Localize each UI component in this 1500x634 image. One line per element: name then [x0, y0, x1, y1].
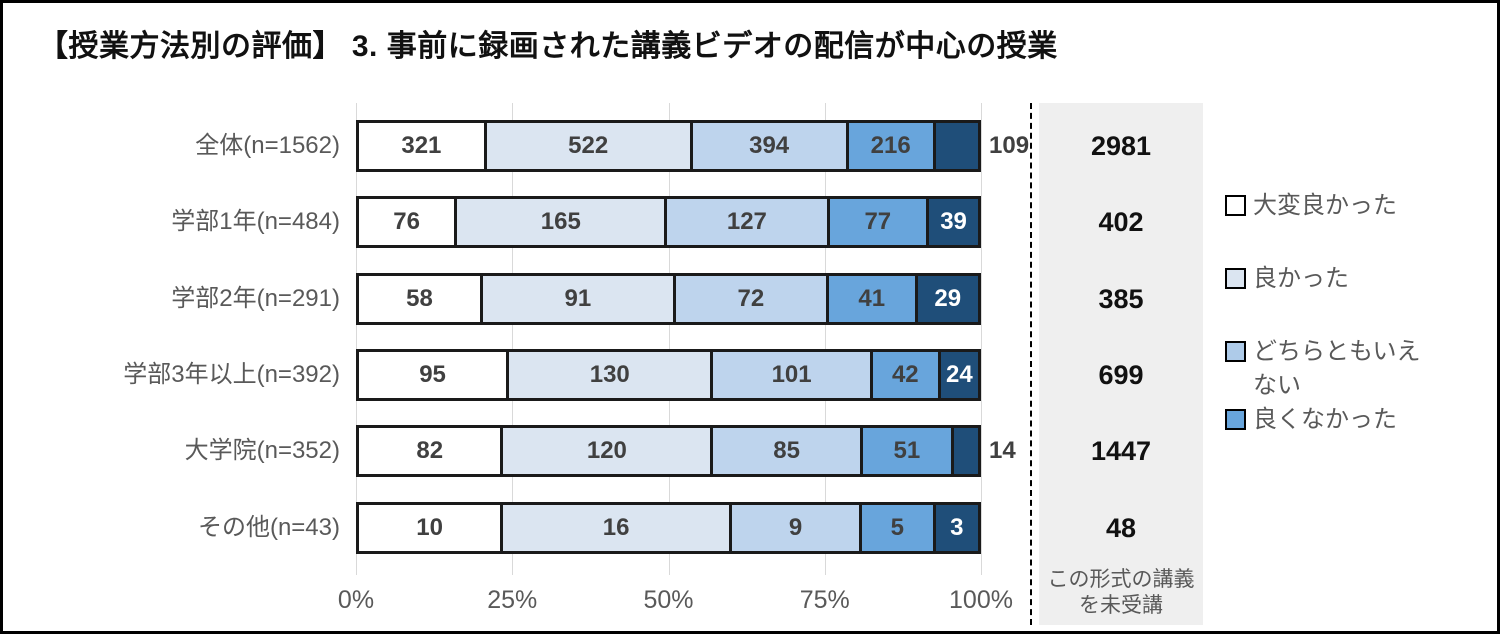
- bar-segment: 91: [482, 275, 673, 322]
- bar-segment: 24: [940, 351, 978, 398]
- x-tick-label: 100%: [949, 586, 1013, 614]
- bar-segment: 127: [667, 199, 827, 246]
- x-tick-label: 75%: [799, 586, 850, 614]
- x-tick-label: 50%: [643, 586, 694, 614]
- bar-segment: 321: [359, 123, 484, 169]
- plot-area: 321 522 394 216 109 76 165 127 77 39 58 91 72 41 29 95 1…: [356, 103, 1029, 575]
- bar-segment: 29: [917, 275, 978, 322]
- gridline-100%: [981, 103, 982, 575]
- dashed-separator-line: [1030, 103, 1032, 625]
- legend-swatch: [1225, 195, 1246, 216]
- bar-segment: 165: [457, 199, 665, 246]
- bar-row: 321 522 394 216: [356, 120, 981, 172]
- gridline-50%: [668, 103, 670, 575]
- not-taken-value: 2981: [1090, 131, 1152, 161]
- gridline-25%: [512, 103, 514, 575]
- row-label: 全体(n=1562): [195, 132, 340, 159]
- bar-outside-value-label: 14: [989, 437, 1016, 465]
- legend-label: 大変良かった: [1253, 192, 1397, 219]
- legend: 大変良かった 良かったどちらともいえない良くなかった: [1225, 189, 1443, 437]
- legend-entry: どちらともいえない: [1225, 335, 1443, 403]
- bar-segment: 76: [359, 199, 455, 246]
- chart-title: 【授業方法別の評価】 3. 事前に録画された講義ビデオの配信が中心の授業: [38, 30, 1058, 63]
- row-labels-container: 全体(n=1562) 学部1年(n=484) 学部2年(n=291) 学部3年以上(n…: [3, 103, 348, 575]
- legend-entry: 良くなかった: [1225, 403, 1443, 437]
- bar-row: 76 165 127 77 39: [356, 196, 981, 249]
- bar-segment: 394: [692, 123, 846, 169]
- bar-outside-value-label: 109: [989, 132, 1030, 159]
- x-tick-label: 0%: [337, 586, 375, 614]
- not-taken-value: 402: [1098, 207, 1144, 238]
- not-taken-value: 385: [1098, 283, 1144, 314]
- row-label: その他(n=43): [197, 513, 340, 541]
- not-taken-note-line1: この形式の講義: [1047, 568, 1195, 591]
- bar-segment: 95: [359, 351, 507, 398]
- legend-label: 良くなかった: [1253, 406, 1397, 433]
- bar-row: 82 120 85 51: [356, 425, 981, 478]
- bar-segment: 9: [732, 504, 860, 551]
- bar-segment: 120: [503, 428, 711, 475]
- bar-segment: 82: [359, 428, 501, 475]
- bar-segment: 101: [713, 351, 870, 398]
- bar-segment: 51: [862, 428, 951, 475]
- not-taken-value: 1447: [1090, 436, 1152, 467]
- not-taken-note-line2: を未受講: [1079, 594, 1163, 617]
- legend-entry: 良かった: [1225, 262, 1443, 296]
- row-label: 学部1年(n=484): [171, 208, 340, 236]
- gridline-0%: [356, 103, 357, 575]
- not-taken-value: 48: [1105, 512, 1137, 543]
- bar-row: 95 130 101 42 24: [356, 348, 981, 401]
- bar-segment: 10: [359, 504, 501, 551]
- legend-swatch: [1225, 409, 1246, 430]
- bar-segment: 58: [359, 275, 480, 322]
- bar-segment: 130: [509, 351, 711, 398]
- bar-segment: 16: [503, 504, 730, 551]
- bar-row: 10 16 9 5 3: [356, 501, 981, 554]
- legend-swatch: [1225, 268, 1246, 289]
- x-tick-label: 25%: [487, 586, 538, 614]
- legend-entry: 大変良かった: [1225, 189, 1443, 223]
- legend-label: 良かった: [1253, 265, 1349, 292]
- bar-segment: 85: [713, 428, 860, 475]
- bar-segment: 39: [929, 199, 978, 246]
- x-axis: 0% 25% 50% 75% 100%: [3, 586, 1103, 620]
- bar-segment: 3: [935, 504, 978, 551]
- row-label: 大学院(n=352): [184, 437, 340, 465]
- bar-segment: 41: [828, 275, 915, 322]
- row-label: 学部3年以上(n=392): [123, 360, 340, 388]
- not-taken-value: 699: [1098, 359, 1144, 390]
- legend-swatch: [1225, 341, 1246, 362]
- not-taken-panel-note: この形式の講義 を未受講: [1039, 567, 1203, 619]
- gridline-75%: [824, 103, 826, 575]
- bar-segment: 72: [675, 275, 826, 322]
- bar-segment: 522: [486, 123, 690, 169]
- bar-segment: [953, 428, 979, 475]
- not-taken-panel: この形式の講義 を未受講 2981 402 385 699 1447 48: [1039, 103, 1203, 625]
- bar-segment: 216: [848, 123, 933, 169]
- bar-segment: [935, 123, 978, 169]
- bar-segment: 5: [862, 504, 933, 551]
- legend-label: どちらともいえない: [1253, 338, 1421, 399]
- bar-segment: 77: [829, 199, 927, 246]
- bar-segment: 42: [872, 351, 938, 398]
- bar-row: 58 91 72 41 29: [356, 272, 981, 325]
- row-label: 学部2年(n=291): [171, 284, 340, 312]
